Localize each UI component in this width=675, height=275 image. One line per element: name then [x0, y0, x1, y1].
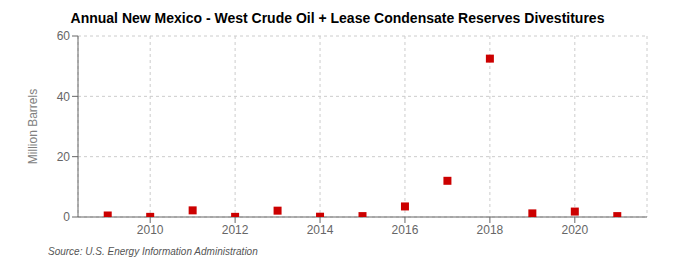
svg-text:2012: 2012 — [222, 223, 249, 237]
svg-text:2020: 2020 — [561, 223, 588, 237]
svg-text:60: 60 — [57, 29, 71, 43]
svg-text:2010: 2010 — [137, 223, 164, 237]
svg-text:2016: 2016 — [392, 223, 419, 237]
svg-text:0: 0 — [63, 210, 70, 224]
html-text:Annual New Mexico - West Crude: Annual New Mexico - West Crude Oil + Lea… — [70, 10, 605, 26]
svg-text:Million Barrels: Million Barrels — [26, 89, 40, 164]
svg-text:2014: 2014 — [307, 223, 334, 237]
svg-text:2018: 2018 — [477, 223, 504, 237]
svg-text:40: 40 — [57, 90, 71, 104]
html-text:Source: U.S. Energy Informatio: Source: U.S. Energy Information Administ… — [48, 246, 258, 257]
svg-text:20: 20 — [57, 150, 71, 164]
